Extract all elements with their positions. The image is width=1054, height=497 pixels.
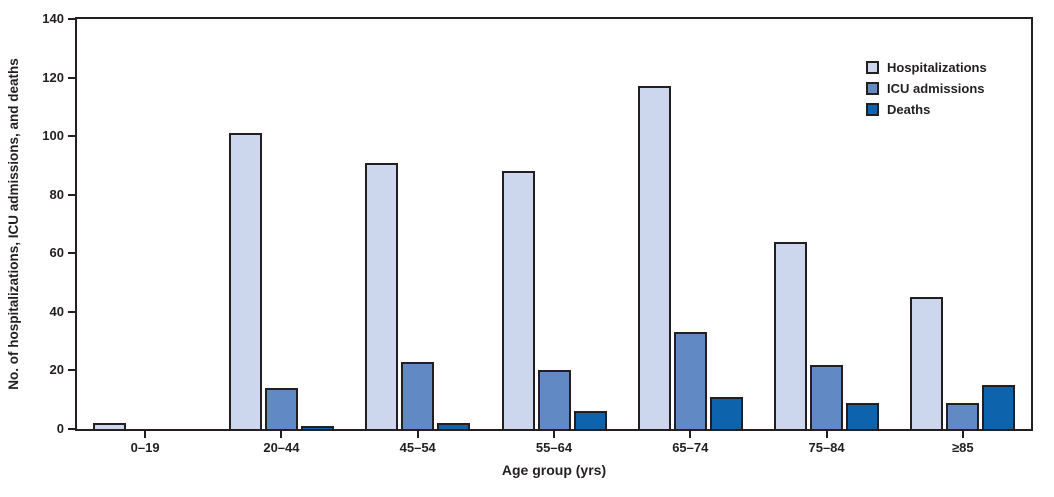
bar-hospitalizations-group-5 [774, 241, 808, 431]
bar-hospitalizations-group-1 [228, 133, 262, 431]
bar-icu-admissions-group-1 [264, 388, 298, 431]
bar-hospitalizations-group-4 [637, 86, 671, 431]
legend-item: ICU admissions [866, 78, 987, 99]
y-tick-label: 0 [56, 421, 64, 436]
bar-icu-admissions-group-2 [401, 361, 435, 431]
legend-label: Deaths [887, 102, 931, 117]
bar-deaths-group-6 [982, 385, 1016, 431]
x-axis-tick [416, 431, 419, 438]
x-tick-label: 75–84 [808, 440, 845, 455]
bar-icu-admissions-group-3 [537, 370, 571, 431]
bar-deaths-group-4 [709, 396, 743, 431]
x-tick-label: 45–54 [399, 440, 436, 455]
legend-label: ICU admissions [887, 81, 985, 96]
legend-item: Hospitalizations [866, 57, 987, 78]
legend-label: Hospitalizations [887, 60, 987, 75]
x-axis-tick [553, 431, 555, 438]
x-axis-tick [689, 431, 692, 438]
legend-item: Deaths [866, 99, 987, 120]
bar-deaths-group-1 [300, 426, 334, 431]
y-axis-tick [68, 252, 75, 255]
y-axis-tick [68, 135, 75, 138]
legend-swatch-icon [866, 61, 879, 74]
y-tick-label: 40 [49, 303, 64, 319]
y-axis-tick [68, 369, 75, 372]
y-tick-label: 60 [49, 245, 64, 261]
x-axis-tick [280, 431, 283, 438]
bar-icu-admissions-group-5 [810, 364, 844, 431]
legend-swatch-icon [866, 103, 879, 116]
y-axis-tick [68, 76, 75, 79]
bar-deaths-group-2 [437, 423, 471, 431]
x-axis-title: Age group (yrs) [501, 462, 607, 478]
y-tick-label: 100 [42, 128, 64, 144]
x-tick-label: 0–19 [130, 440, 160, 455]
y-tick-label: 140 [42, 11, 64, 26]
y-axis-tick [68, 193, 75, 196]
bar-hospitalizations-group-2 [365, 162, 399, 431]
y-tick-label: 80 [49, 186, 64, 202]
y-tick-label: 120 [42, 69, 64, 85]
legend-swatch-icon [866, 82, 879, 95]
bar-icu-admissions-group-6 [946, 402, 980, 431]
bar-hospitalizations-group-6 [910, 297, 944, 431]
bar-deaths-group-5 [846, 402, 880, 431]
bar-hospitalizations-group-3 [501, 171, 535, 431]
y-axis-tick [68, 18, 75, 20]
x-tick-label: 20–44 [263, 440, 300, 455]
bar-icu-admissions-group-4 [673, 332, 707, 431]
x-axis-tick [144, 431, 147, 438]
y-axis-tick [68, 310, 75, 313]
x-tick-label: ≥85 [952, 440, 974, 455]
legend: Hospitalizations ICU admissions Deaths [866, 57, 987, 120]
y-axis-tick [68, 428, 75, 430]
y-tick-label: 20 [49, 362, 64, 378]
x-axis-tick [825, 431, 828, 438]
x-axis-tick [961, 431, 964, 438]
bar-deaths-group-3 [573, 411, 607, 431]
x-tick-label: 65–74 [672, 440, 709, 455]
x-tick-label: 55–64 [535, 440, 573, 455]
bar-hospitalizations-group-0 [92, 423, 126, 431]
